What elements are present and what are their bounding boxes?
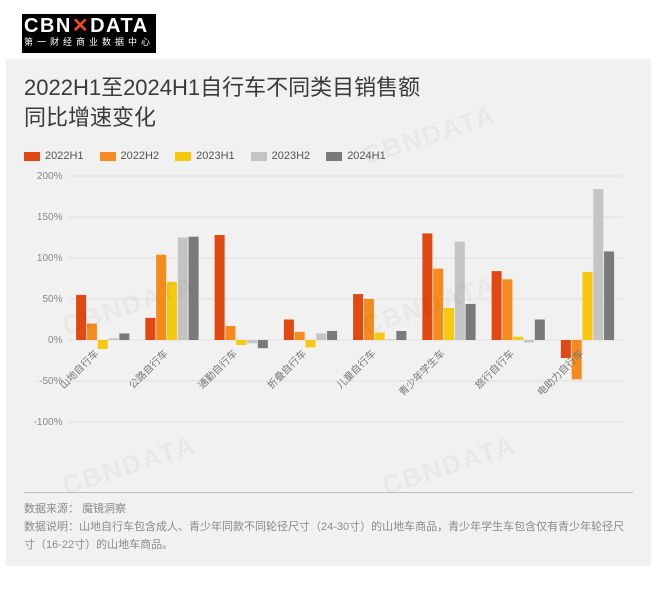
bar — [305, 340, 315, 347]
svg-text:100%: 100% — [37, 253, 63, 264]
bar — [316, 334, 326, 341]
title-line-2: 同比增速变化 — [24, 105, 156, 130]
legend-item: 2022H1 — [24, 150, 84, 162]
bar — [466, 304, 476, 340]
bar — [535, 320, 545, 341]
bar — [145, 318, 155, 340]
logo-pre: CBN — [24, 15, 72, 37]
bar — [258, 340, 268, 348]
bar — [156, 255, 166, 340]
svg-text:50%: 50% — [42, 294, 62, 305]
bar — [375, 333, 385, 340]
bar — [215, 235, 225, 340]
note-value: 山地自行车包含成人、青少年同款不同轮径尺寸（24-30寸）的山地车商品，青少年学… — [24, 521, 624, 551]
category-label: 公路自行车 — [126, 347, 171, 392]
bar — [593, 189, 603, 340]
legend-swatch — [251, 152, 267, 161]
source-label: 数据来源： — [24, 503, 79, 515]
svg-text:150%: 150% — [37, 212, 63, 223]
legend-item: 2023H1 — [175, 150, 235, 162]
bar — [455, 242, 465, 340]
category-label: 通勤自行车 — [195, 347, 240, 392]
logo-subtitle: 第一财经商业数据中心 — [24, 38, 154, 47]
bar — [178, 238, 188, 341]
bar — [247, 340, 257, 343]
data-note-line: 数据说明：山地自行车包含成人、青少年同款不同轮径尺寸（24-30寸）的山地车商品… — [24, 519, 633, 554]
data-source-line: 数据来源： 魔镜洞察 — [24, 501, 633, 519]
legend-label: 2022H2 — [121, 150, 160, 162]
legend: 2022H1 2022H2 2023H1 2023H2 2024H1 — [24, 150, 633, 162]
legend-item: 2023H2 — [251, 150, 311, 162]
header: CBN✕DATA 第一财经商业数据中心 — [0, 0, 657, 59]
plot-area: -100%-50%0%50%100%150%200%山地自行车公路自行车通勤自行… — [24, 170, 633, 480]
logo-main: CBN✕DATA — [24, 16, 154, 36]
chart-footer: 数据来源： 魔镜洞察 数据说明：山地自行车包含成人、青少年同款不同轮径尺寸（24… — [24, 492, 633, 554]
category-label: 折叠自行车 — [264, 347, 309, 392]
title-line-1: 2022H1至2024H1自行车不同类目销售额 — [24, 75, 420, 100]
bar — [109, 339, 119, 341]
svg-text:0%: 0% — [48, 335, 63, 346]
logo-x: ✕ — [72, 15, 90, 37]
bar — [604, 252, 614, 341]
logo-post: DATA — [90, 15, 149, 37]
bar — [167, 282, 177, 340]
bar — [364, 299, 374, 340]
note-label: 数据说明： — [24, 521, 79, 533]
bar — [236, 340, 246, 345]
bar — [284, 320, 294, 341]
bar — [492, 271, 502, 340]
legend-swatch — [24, 152, 40, 161]
bar — [502, 280, 512, 341]
bar — [582, 272, 592, 340]
svg-text:-100%: -100% — [34, 417, 63, 428]
bar — [513, 337, 523, 340]
category-label: 儿童自行车 — [334, 347, 379, 392]
bar — [433, 269, 443, 340]
svg-text:200%: 200% — [37, 171, 63, 182]
category-label: 旅行自行车 — [472, 347, 517, 392]
category-label: 山地自行车 — [57, 347, 102, 392]
category-label: 青少年学生车 — [396, 347, 448, 399]
legend-swatch — [326, 152, 342, 161]
legend-swatch — [175, 152, 191, 161]
bar — [87, 324, 97, 340]
bar — [444, 308, 454, 340]
bar — [189, 237, 199, 340]
source-value: 魔镜洞察 — [82, 503, 126, 515]
legend-item: 2024H1 — [326, 150, 386, 162]
legend-label: 2023H1 — [196, 150, 235, 162]
bar — [386, 340, 396, 341]
bar — [327, 331, 337, 340]
legend-swatch — [100, 152, 116, 161]
chart-title: 2022H1至2024H1自行车不同类目销售额 同比增速变化 — [24, 73, 633, 132]
legend-label: 2023H2 — [272, 150, 311, 162]
bar — [353, 294, 363, 340]
bar — [561, 340, 571, 358]
bar — [524, 340, 534, 342]
legend-label: 2024H1 — [347, 150, 386, 162]
bar — [225, 326, 235, 340]
bar — [396, 331, 406, 340]
chart-container: 2022H1至2024H1自行车不同类目销售额 同比增速变化 2022H1202… — [6, 59, 651, 566]
bar — [76, 295, 86, 340]
bar — [98, 340, 108, 349]
bar — [422, 234, 432, 341]
legend-item: 2022H2 — [100, 150, 160, 162]
legend-label: 2022H1 — [45, 150, 84, 162]
bar — [295, 332, 305, 340]
bar-chart-svg: -100%-50%0%50%100%150%200%山地自行车公路自行车通勤自行… — [24, 170, 633, 480]
cbndata-logo: CBN✕DATA 第一财经商业数据中心 — [22, 14, 156, 53]
bar — [119, 334, 129, 341]
